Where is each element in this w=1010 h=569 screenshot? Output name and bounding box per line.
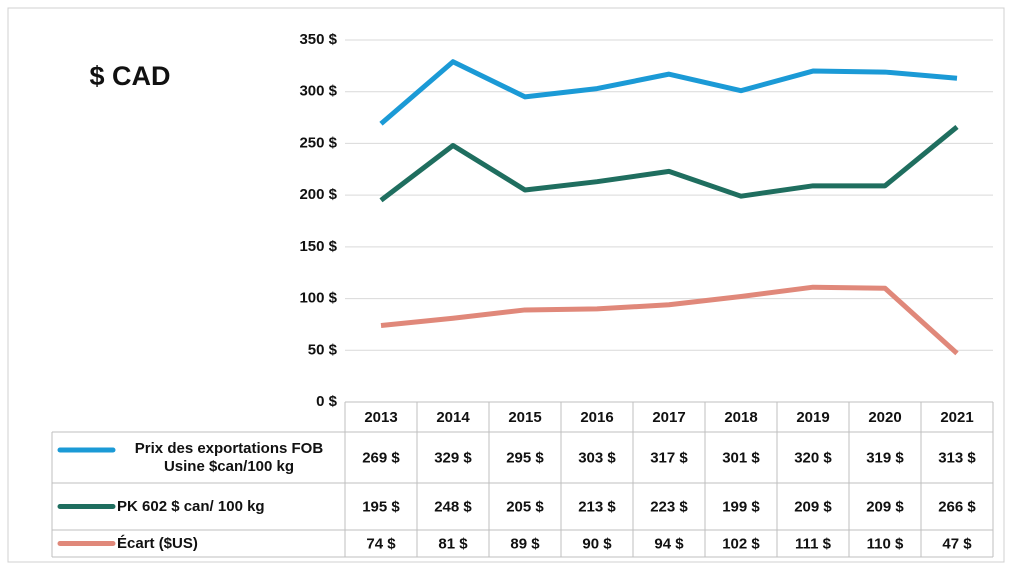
- legend-label: Écart ($US): [117, 534, 198, 552]
- x-tick-label: 2016: [580, 409, 613, 426]
- legend-label-box: PK 602 $ can/ 100 kg: [117, 497, 265, 515]
- data-label: 213 $: [578, 498, 616, 515]
- data-label: 248 $: [434, 498, 472, 515]
- y-tick-label: 350 $: [299, 31, 337, 48]
- x-tick-label: 2021: [940, 409, 973, 426]
- data-label: 47 $: [942, 535, 972, 552]
- data-label: 317 $: [650, 449, 688, 466]
- data-label: 195 $: [362, 498, 400, 515]
- data-label: 81 $: [438, 535, 468, 552]
- data-label: 94 $: [654, 535, 684, 552]
- data-label: 102 $: [722, 535, 760, 552]
- x-tick-label: 2015: [508, 409, 541, 426]
- x-tick-label: 2017: [652, 409, 685, 426]
- legend-label-box: Écart ($US): [117, 534, 198, 552]
- data-label: 313 $: [938, 449, 976, 466]
- data-label: 266 $: [938, 498, 976, 515]
- y-tick-label: 200 $: [299, 186, 337, 203]
- data-label: 319 $: [866, 449, 904, 466]
- data-label: 223 $: [650, 498, 688, 515]
- data-label: 209 $: [794, 498, 832, 515]
- data-label: 269 $: [362, 449, 400, 466]
- data-label: 205 $: [506, 498, 544, 515]
- y-tick-label: 0 $: [316, 393, 338, 410]
- data-label: 295 $: [506, 449, 544, 466]
- data-label: 329 $: [434, 449, 472, 466]
- y-tick-label: 50 $: [308, 341, 338, 358]
- x-tick-label: 2020: [868, 409, 901, 426]
- chart-border: [7, 7, 1005, 563]
- data-label: 209 $: [866, 498, 904, 515]
- legend-label: PK 602 $ can/ 100 kg: [117, 497, 265, 515]
- y-tick-label: 300 $: [299, 83, 337, 100]
- y-tick-label: 250 $: [299, 134, 337, 151]
- data-label: 90 $: [582, 535, 612, 552]
- x-tick-label: 2014: [436, 409, 470, 426]
- x-tick-label: 2013: [364, 409, 397, 426]
- legend-label: Prix des exportations FOB Usine $can/100…: [134, 439, 324, 475]
- chart-title: $ CAD: [89, 61, 170, 91]
- data-label: 320 $: [794, 449, 832, 466]
- data-label: 199 $: [722, 498, 760, 515]
- data-label: 89 $: [510, 535, 540, 552]
- data-label: 303 $: [578, 449, 616, 466]
- y-tick-label: 150 $: [299, 238, 337, 255]
- series-line: [379, 59, 958, 126]
- data-label: 301 $: [722, 449, 760, 466]
- data-label: 110 $: [867, 535, 904, 552]
- data-label: 111 $: [795, 535, 832, 552]
- series-line: [380, 284, 959, 356]
- y-tick-label: 100 $: [299, 290, 337, 307]
- x-tick-label: 2019: [796, 409, 829, 426]
- x-tick-label: 2018: [724, 409, 757, 426]
- series-line: [379, 124, 959, 203]
- data-label: 74 $: [366, 535, 396, 552]
- legend-label-box: Prix des exportations FOB Usine $can/100…: [134, 439, 324, 475]
